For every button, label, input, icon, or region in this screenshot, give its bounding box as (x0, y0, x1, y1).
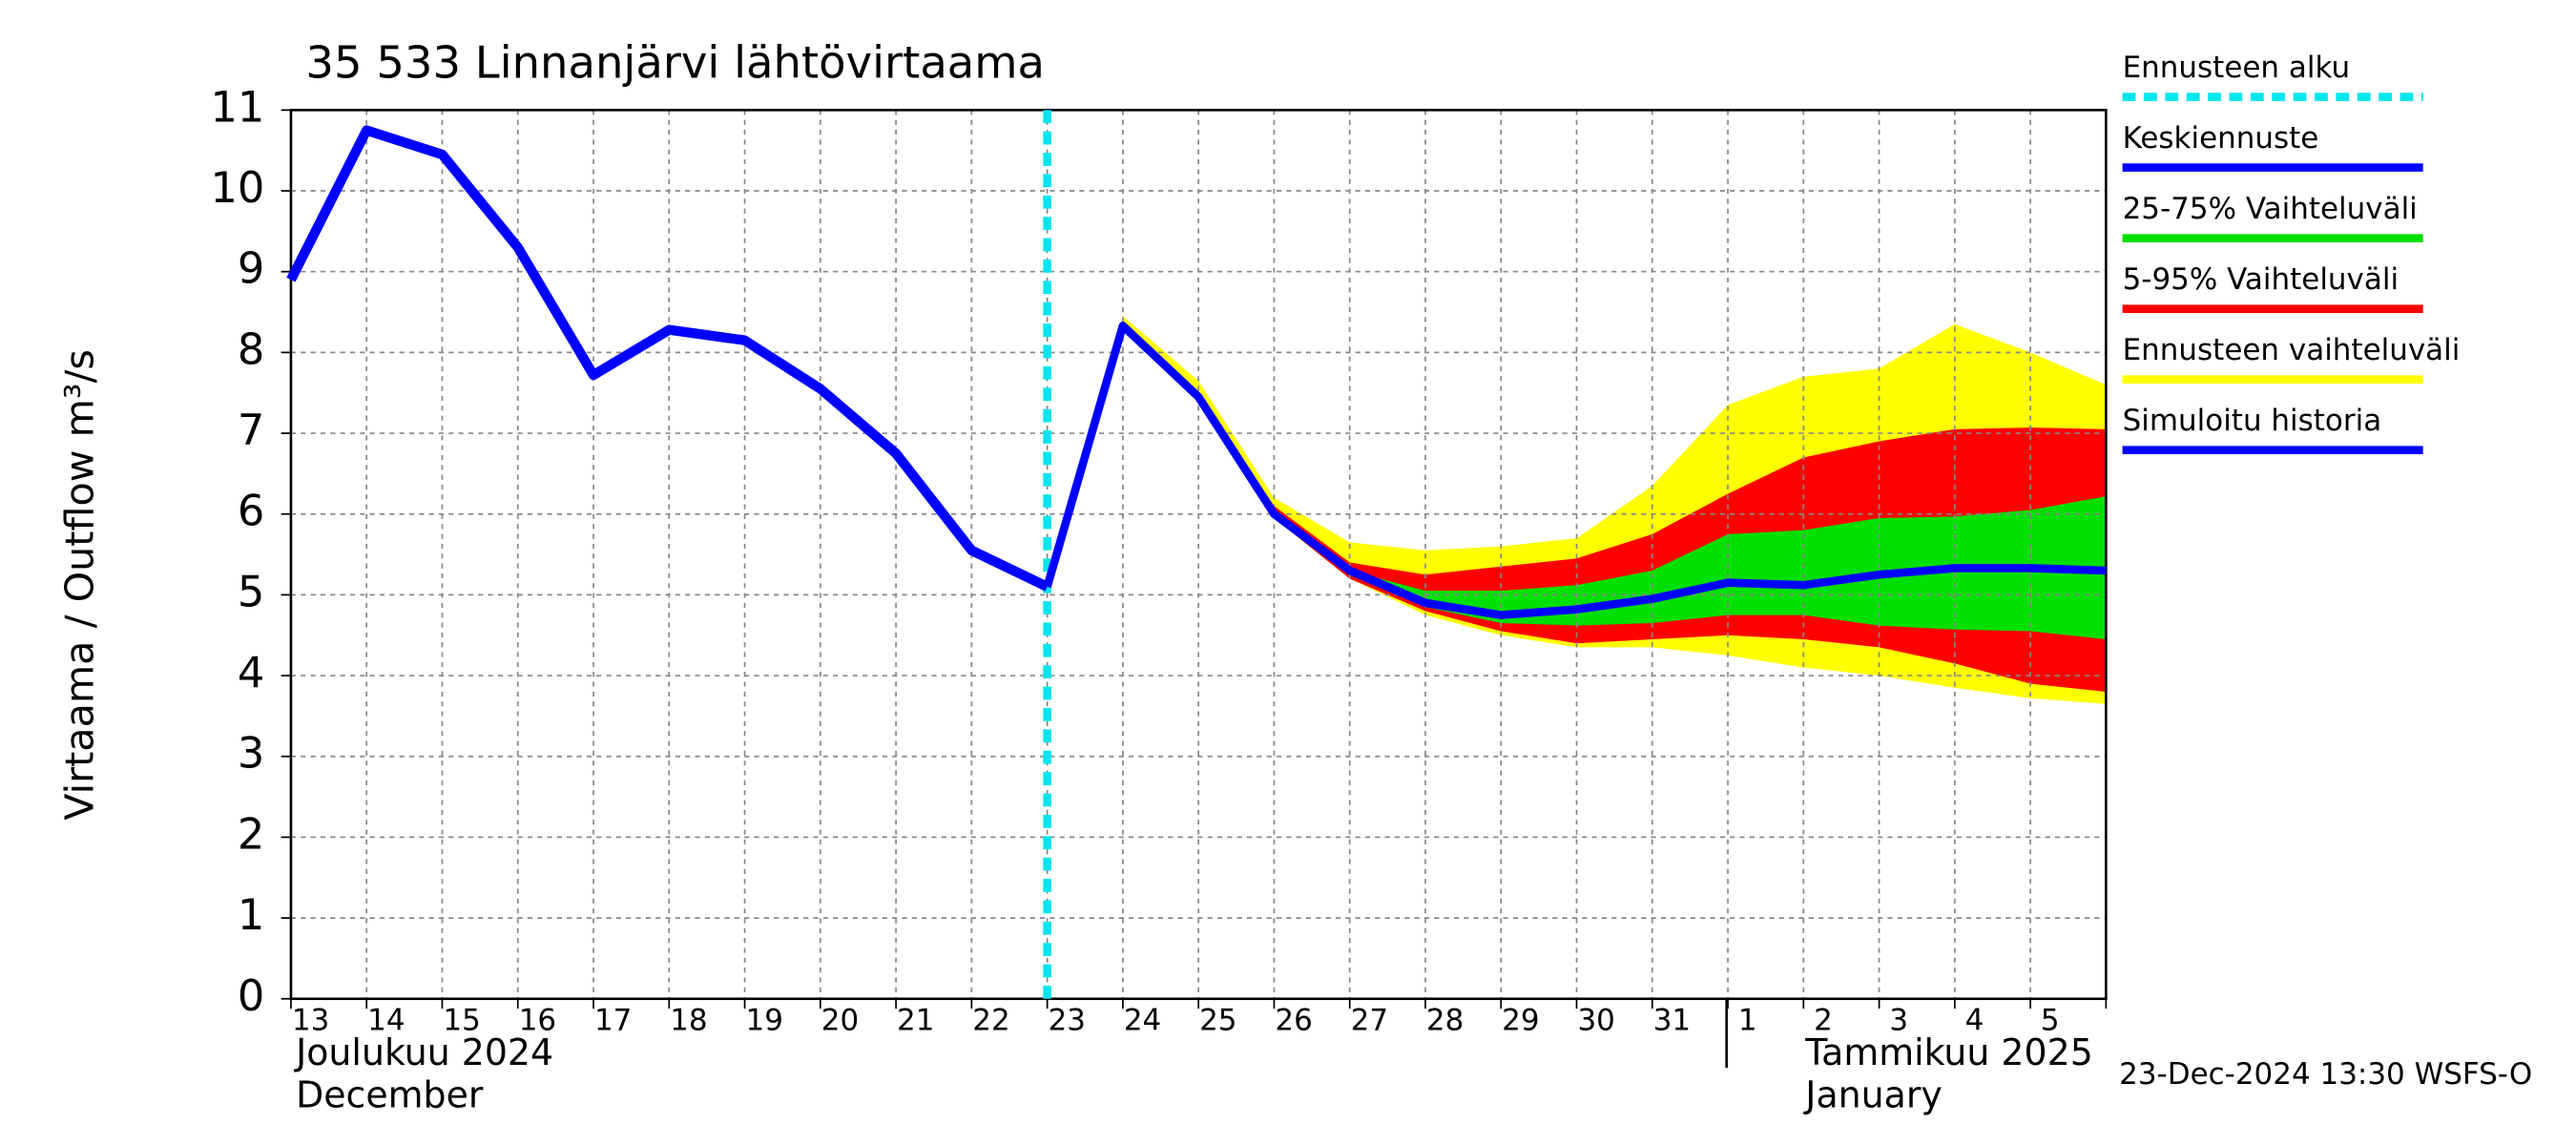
x-tick-label: 19 (746, 1003, 783, 1037)
y-tick-label: 6 (238, 486, 264, 536)
x-tick-label: 25 (1199, 1003, 1236, 1037)
x-tick-label: 14 (367, 1003, 405, 1037)
x-tick-label: 16 (519, 1003, 556, 1037)
month-label: December (296, 1074, 484, 1116)
footer: 23-Dec-2024 13:30 WSFS-O (2119, 1057, 2532, 1092)
x-tick-label: 27 (1351, 1003, 1388, 1037)
y-tick-label: 4 (238, 647, 264, 697)
x-tick-label: 26 (1275, 1003, 1312, 1037)
chart-title: 35 533 Linnanjärvi lähtövirtaama (305, 36, 1045, 88)
legend-label: 25-75% Vaihteluväli (2123, 192, 2418, 226)
x-tick-label: 1 (1738, 1003, 1757, 1037)
x-tick-label: 29 (1502, 1003, 1539, 1037)
legend-label: Ennusteen vaihteluväli (2123, 333, 2461, 367)
y-axis-label: Virtaama / Outflow m³/s (56, 349, 102, 821)
y-tick-label: 7 (238, 405, 264, 455)
x-tick-label: 5 (2041, 1003, 2060, 1037)
x-tick-label: 2 (1814, 1003, 1833, 1037)
x-tick-label: 4 (1965, 1003, 1984, 1037)
x-tick-label: 24 (1124, 1003, 1161, 1037)
x-tick-label: 20 (821, 1003, 859, 1037)
month-label: Tammikuu 2025 (1804, 1031, 2092, 1073)
x-tick-label: 30 (1577, 1003, 1614, 1037)
x-tick-label: 13 (292, 1003, 329, 1037)
month-label: Joulukuu 2024 (294, 1031, 553, 1073)
x-tick-label: 31 (1653, 1003, 1691, 1037)
legend-label: Keskiennuste (2123, 121, 2319, 156)
y-tick-label: 8 (238, 323, 264, 374)
x-tick-label: 22 (972, 1003, 1009, 1037)
x-tick-label: 23 (1049, 1003, 1086, 1037)
legend-label: 5-95% Vaihteluväli (2123, 262, 2399, 297)
plot-frame (289, 109, 2108, 1001)
series-line (286, 125, 1049, 592)
forecast-band (1122, 325, 2107, 639)
y-tick-label: 11 (210, 81, 264, 132)
x-tick-label: 21 (897, 1003, 934, 1037)
y-tick-label: 0 (238, 970, 264, 1021)
y-tick-label: 9 (238, 243, 264, 294)
series-line (1043, 322, 2107, 619)
x-tick-label: 15 (443, 1003, 480, 1037)
x-tick-label: 28 (1426, 1003, 1464, 1037)
legend-label: Ennusteen alku (2123, 51, 2351, 85)
month-label: January (1803, 1074, 1942, 1116)
legend-label: Simuloitu historia (2123, 404, 2382, 438)
y-tick-label: 3 (238, 728, 264, 779)
x-tick-label: 17 (594, 1003, 632, 1037)
y-tick-label: 1 (238, 889, 264, 940)
y-tick-label: 10 (210, 162, 264, 213)
x-tick-label: 18 (670, 1003, 707, 1037)
y-tick-label: 5 (238, 566, 264, 616)
y-tick-label: 2 (238, 808, 264, 859)
x-tick-label: 3 (1889, 1003, 1908, 1037)
